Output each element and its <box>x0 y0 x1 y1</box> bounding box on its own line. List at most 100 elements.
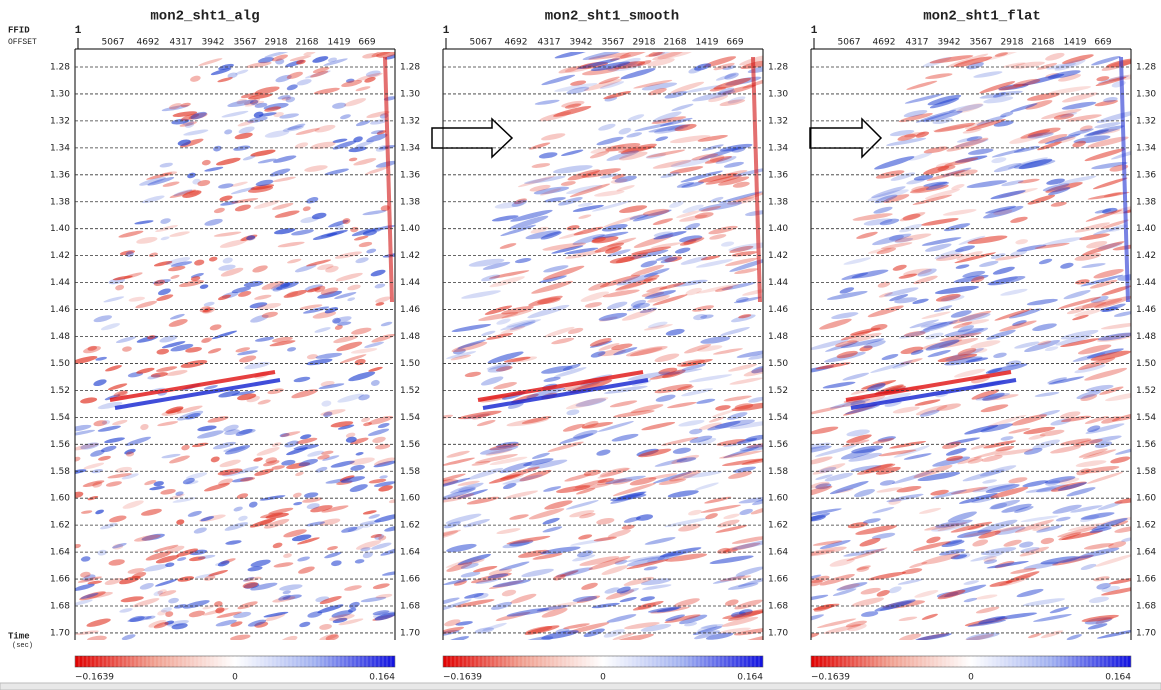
seismic-amplitude <box>983 440 1017 449</box>
seismic-amplitude <box>533 186 570 195</box>
seismic-amplitude <box>633 79 673 89</box>
seismic-amplitude <box>134 534 161 542</box>
seismic-amplitude <box>963 580 979 585</box>
seismic-amplitude <box>453 580 467 586</box>
seismic-amplitude <box>945 348 984 361</box>
seismic-amplitude <box>444 521 461 529</box>
seismic-amplitude <box>374 457 395 466</box>
seismic-amplitude <box>1027 194 1056 205</box>
seismic-amplitude <box>680 256 708 265</box>
seismic-amplitude <box>104 578 123 585</box>
seismic-amplitude <box>640 260 658 268</box>
seismic-amplitude <box>1040 630 1064 639</box>
seismic-amplitude <box>563 623 590 630</box>
seismic-amplitude <box>731 251 758 257</box>
seismic-amplitude <box>1087 425 1101 433</box>
seismic-amplitude <box>626 555 665 562</box>
seismic-amplitude <box>364 76 376 83</box>
seismic-amplitude <box>599 316 618 322</box>
seismic-amplitude <box>235 347 251 353</box>
offset-label: 4692 <box>505 38 528 48</box>
seismic-amplitude <box>623 516 641 523</box>
time-tick-label: 1.56 <box>400 440 420 450</box>
seismic-amplitude <box>894 233 932 243</box>
seismic-amplitude <box>736 437 758 444</box>
seismic-amplitude <box>689 428 703 435</box>
seismic-amplitude <box>722 65 736 70</box>
seismic-amplitude <box>598 312 628 321</box>
seismic-amplitude <box>333 316 352 324</box>
seismic-image <box>75 52 395 640</box>
seismic-amplitude <box>641 584 672 590</box>
seismic-amplitude <box>1100 586 1131 596</box>
seismic-event <box>482 378 649 410</box>
seismic-amplitude <box>748 353 763 360</box>
seismic-amplitude <box>144 480 157 486</box>
seismic-amplitude <box>303 52 316 56</box>
seismic-amplitude <box>311 212 327 220</box>
time-tick-label: 1.52 <box>400 386 420 396</box>
seismic-amplitude <box>932 456 971 467</box>
seismic-amplitude <box>678 523 701 532</box>
seismic-amplitude <box>653 231 687 240</box>
seismic-amplitude <box>115 284 125 291</box>
colorbar-max: 0.164 <box>737 673 763 683</box>
seismic-amplitude <box>165 562 175 567</box>
seismic-amplitude <box>219 195 233 202</box>
seismic-amplitude <box>446 450 470 458</box>
seismic-amplitude <box>621 308 657 321</box>
seismic-amplitude <box>1077 547 1120 559</box>
colorbar-min: −0.1639 <box>75 673 114 683</box>
seismic-amplitude <box>679 235 703 243</box>
seismic-amplitude <box>1061 101 1097 110</box>
seismic-amplitude <box>238 291 252 297</box>
seismic-amplitude <box>156 348 169 355</box>
seismic-amplitude <box>1080 512 1115 520</box>
seismic-amplitude <box>612 478 633 485</box>
seismic-amplitude <box>730 314 756 323</box>
seismic-amplitude <box>878 292 893 298</box>
seismic-amplitude <box>702 144 724 151</box>
time-tick-label: 1.70 <box>400 628 420 638</box>
seismic-amplitude <box>378 535 387 541</box>
seismic-amplitude <box>523 458 554 467</box>
seismic-amplitude <box>487 351 524 364</box>
seismic-amplitude <box>993 162 1022 173</box>
seismic-amplitude <box>121 473 139 480</box>
seismic-amplitude <box>274 210 300 218</box>
seismic-amplitude <box>488 580 525 590</box>
time-tick-label: 1.70 <box>1136 628 1156 638</box>
seismic-amplitude <box>607 529 631 538</box>
seismic-amplitude <box>843 257 872 265</box>
seismic-amplitude <box>719 191 763 204</box>
seismic-amplitude <box>136 335 159 343</box>
seismic-amplitude <box>1114 497 1131 504</box>
seismic-amplitude <box>482 261 511 270</box>
seismic-amplitude <box>641 82 678 91</box>
seismic-amplitude <box>994 254 1023 261</box>
seismic-event <box>1119 56 1130 303</box>
seismic-amplitude <box>500 473 524 481</box>
panel-title: mon2_sht1_flat <box>923 9 1041 25</box>
seismic-amplitude <box>263 518 290 529</box>
seismic-amplitude <box>726 197 756 205</box>
seismic-amplitude <box>458 486 476 493</box>
seismic-amplitude <box>317 264 334 271</box>
seismic-amplitude <box>331 610 353 618</box>
seismic-amplitude <box>230 187 255 195</box>
seismic-amplitude <box>244 100 265 107</box>
seismic-amplitude <box>619 588 639 595</box>
time-tick-label: 1.36 <box>1136 170 1156 180</box>
seismic-amplitude <box>153 481 164 487</box>
seismic-amplitude <box>990 502 1008 510</box>
seismic-amplitude <box>874 194 898 204</box>
seismic-amplitude <box>835 340 858 347</box>
seismic-amplitude <box>876 247 897 255</box>
seismic-amplitude <box>90 449 105 457</box>
seismic-amplitude <box>1009 133 1044 144</box>
seismic-amplitude <box>722 542 761 553</box>
seismic-image <box>443 52 763 640</box>
time-tick-label: 1.56 <box>50 440 70 450</box>
seismic-amplitude <box>559 570 579 577</box>
seismic-amplitude <box>1082 449 1117 459</box>
